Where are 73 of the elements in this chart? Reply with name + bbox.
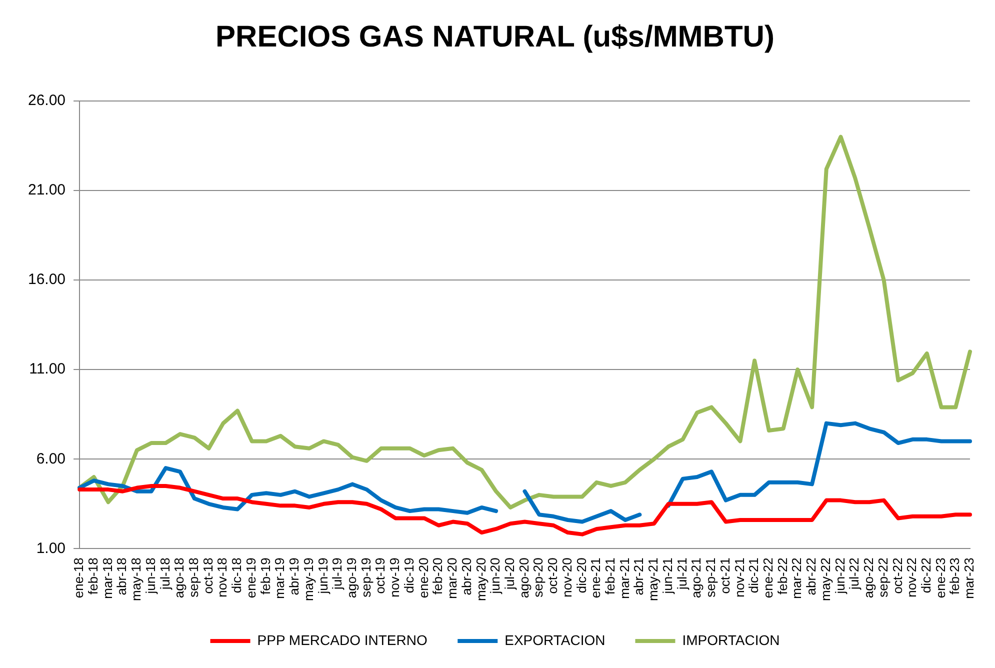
x-tick-label: may-22 (818, 558, 833, 602)
x-tick-label: mar-23 (962, 558, 977, 599)
x-tick-label: sep-22 (875, 558, 890, 598)
x-tick-label: feb-19 (258, 558, 273, 595)
x-tick-label: jul-21 (674, 558, 690, 590)
x-tick-label: jun-20 (488, 558, 503, 595)
x-tick-label: may-18 (128, 558, 144, 602)
y-tick-label: 16.00 (28, 271, 66, 288)
legend-label: IMPORTACION (682, 632, 780, 648)
x-tick-label: mar-20 (444, 558, 460, 599)
x-tick-label: ene-18 (71, 558, 86, 598)
x-tick-label: abr-21 (631, 558, 646, 596)
x-tick-label: nov-22 (904, 558, 920, 598)
x-tick-label: may-19 (300, 558, 316, 602)
x-tick-label: abr-20 (458, 558, 474, 596)
x-tick-label: sep-21 (703, 558, 718, 598)
x-tick-label: jun-21 (660, 558, 675, 595)
x-tick-label: may-20 (473, 558, 488, 602)
y-tick-label: 11.00 (29, 360, 66, 378)
chart-title: PRECIOS GAS NATURAL (u$s/MMBTU) (216, 20, 774, 54)
x-tick-label: jun-18 (142, 558, 158, 595)
x-tick-label: oct-20 (545, 558, 560, 594)
x-tick-label: mar-21 (616, 558, 632, 599)
x-tick-label: dic-22 (918, 558, 934, 594)
y-tick-label: 6.00 (36, 450, 66, 468)
y-tick-label: 26.00 (28, 92, 66, 110)
x-tick-label: abr-19 (286, 558, 302, 596)
x-tick-label: oct-21 (717, 558, 732, 594)
x-tick-label: ago-21 (688, 558, 704, 598)
x-tick-label: mar-19 (272, 558, 288, 599)
x-tick-label: mar-22 (789, 558, 804, 599)
x-tick-label: jun-19 (315, 558, 330, 595)
x-tick-label: oct-22 (890, 558, 905, 594)
x-tick-label: dic-20 (574, 558, 589, 594)
y-tick-label: 21.00 (28, 182, 66, 199)
x-tick-label: may-21 (646, 558, 661, 602)
x-tick-label: oct-19 (372, 558, 388, 594)
x-tick-label: ene-20 (416, 558, 431, 598)
x-tick-label: feb-18 (85, 558, 100, 595)
legend-label: EXPORTACION (504, 632, 606, 648)
x-tick-label: sep-20 (530, 558, 546, 598)
x-tick-label: feb-23 (947, 558, 962, 595)
x-tick-label: sep-19 (358, 558, 374, 598)
y-tick-label: 1.00 (36, 540, 66, 557)
x-tick-label: abr-22 (804, 558, 819, 596)
x-tick-label: dic-21 (746, 558, 762, 594)
x-tick-label: mar-18 (100, 558, 115, 599)
x-tick-label: jul-20 (502, 558, 517, 590)
x-tick-label: ago-18 (172, 558, 187, 598)
x-tick-label: dic-18 (229, 558, 244, 594)
x-tick-label: abr-18 (114, 558, 130, 596)
legend-label: PPP MERCADO INTERNO (257, 632, 428, 648)
x-tick-label: ene-21 (588, 558, 604, 598)
x-tick-label: jul-19 (330, 558, 345, 590)
x-tick-label: feb-20 (430, 558, 446, 595)
x-tick-label: sep-18 (186, 558, 202, 598)
x-tick-label: jul-22 (846, 558, 862, 590)
x-tick-label: jun-22 (832, 558, 848, 595)
x-tick-label: ago-22 (861, 558, 876, 598)
x-tick-label: ene-19 (243, 558, 258, 598)
x-tick-label: feb-22 (774, 558, 790, 595)
x-tick-label: oct-18 (200, 558, 216, 594)
x-tick-label: nov-18 (214, 558, 230, 598)
x-tick-label: nov-19 (387, 558, 402, 598)
x-tick-label: ago-20 (516, 558, 532, 598)
x-tick-label: ene-23 (932, 558, 948, 598)
x-tick-label: ago-19 (344, 558, 359, 598)
x-tick-label: dic-19 (401, 558, 416, 594)
x-tick-label: ene-22 (760, 558, 776, 598)
x-tick-label: jul-18 (157, 558, 172, 590)
x-tick-label: nov-21 (732, 558, 747, 598)
x-tick-label: feb-21 (602, 558, 618, 595)
x-tick-label: nov-20 (559, 558, 574, 598)
